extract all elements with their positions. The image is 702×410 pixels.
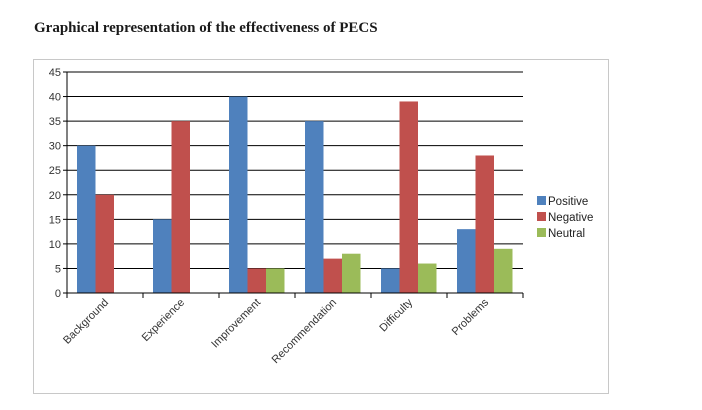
x-tick-label: Problems bbox=[450, 296, 492, 338]
bar-negative-problems bbox=[475, 155, 494, 293]
y-tick-label: 25 bbox=[49, 165, 61, 177]
legend-swatch-positive bbox=[537, 196, 546, 205]
page-title: Graphical representation of the effectiv… bbox=[34, 20, 378, 36]
x-tick-label: Background bbox=[61, 297, 111, 347]
legend-swatch-negative bbox=[537, 212, 546, 221]
bar-positive-improvement bbox=[229, 96, 248, 293]
y-tick-label: 35 bbox=[49, 116, 61, 128]
x-tick-label: Experience bbox=[140, 297, 187, 344]
bar-negative-improvement bbox=[247, 268, 266, 293]
y-tick-label: 45 bbox=[49, 67, 61, 79]
x-tick-label: Difficulty bbox=[377, 296, 415, 334]
legend-label-neutral: Neutral bbox=[548, 228, 585, 240]
y-tick-label: 5 bbox=[55, 263, 61, 275]
y-tick-label: 0 bbox=[55, 288, 61, 300]
bar-positive-recommendation bbox=[305, 121, 324, 293]
y-tick-label: 15 bbox=[49, 214, 61, 226]
bar-negative-experience bbox=[171, 121, 190, 293]
bar-negative-recommendation bbox=[323, 258, 342, 293]
bar-neutral-improvement bbox=[266, 268, 285, 293]
bar-positive-problems bbox=[457, 229, 476, 293]
legend-label-negative: Negative bbox=[548, 212, 593, 224]
bar-positive-experience bbox=[153, 219, 172, 293]
bar-negative-difficulty bbox=[399, 101, 418, 293]
x-tick-label: Recommendation bbox=[270, 297, 339, 366]
bar-neutral-problems bbox=[494, 248, 513, 293]
bar-neutral-recommendation bbox=[342, 253, 361, 293]
x-tick-label: Improvement bbox=[209, 297, 263, 351]
y-tick-label: 40 bbox=[49, 92, 61, 104]
bar-positive-difficulty bbox=[381, 268, 400, 293]
gridlines bbox=[67, 71, 523, 269]
bar-negative-background bbox=[95, 194, 114, 293]
axes: 0 5 10 15 20 25 30 35 40 45 Background Experience Im… bbox=[49, 67, 524, 366]
legend-swatch-neutral bbox=[537, 228, 546, 237]
y-tick-label: 10 bbox=[49, 239, 61, 251]
bar-neutral-difficulty bbox=[418, 263, 437, 293]
y-tick-label: 20 bbox=[49, 190, 61, 202]
legend: Positive Negative Neutral bbox=[537, 196, 593, 240]
legend-label-positive: Positive bbox=[548, 196, 588, 208]
y-tick-label: 30 bbox=[49, 141, 61, 153]
bar-positive-background bbox=[77, 145, 96, 293]
bars bbox=[77, 96, 513, 293]
